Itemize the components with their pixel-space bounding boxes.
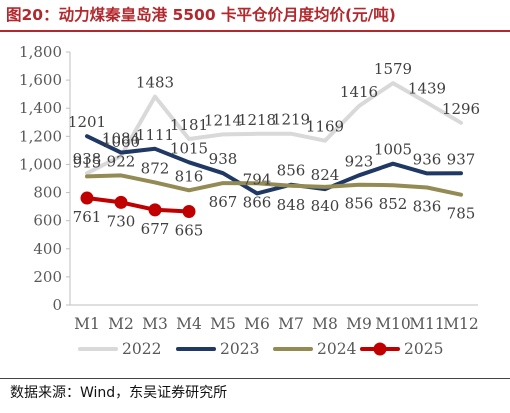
data-label: 836 xyxy=(413,197,442,215)
chart-title: 图20：动力煤秦皇岛港 5500 卡平仓价月度均价(元/吨) xyxy=(6,6,396,24)
data-label: 936 xyxy=(413,150,442,168)
y-tick-label: 1,000 xyxy=(19,155,62,173)
data-label: 1084 xyxy=(102,130,140,148)
legend: 2022 2023 2024 2025 xyxy=(78,340,443,358)
data-label: 1483 xyxy=(136,74,174,92)
data-label: 730 xyxy=(107,212,136,230)
point-2025-M4 xyxy=(182,205,196,219)
data-label: 840 xyxy=(311,197,340,215)
data-label: 922 xyxy=(107,152,136,170)
x-tick-label: M8 xyxy=(312,315,338,333)
data-label: 665 xyxy=(175,222,204,240)
x-tick-label: M5 xyxy=(210,315,236,333)
x-tick-label: M4 xyxy=(176,315,202,333)
x-tick-label: M10 xyxy=(375,315,411,333)
data-label: 937 xyxy=(447,150,476,168)
data-label: 816 xyxy=(175,167,204,185)
x-tick-label: M9 xyxy=(346,315,372,333)
data-label: 824 xyxy=(311,166,340,184)
x-tick-label: M11 xyxy=(409,315,445,333)
data-label: 677 xyxy=(141,220,170,238)
series-line-2022 xyxy=(85,81,463,176)
data-label: 1201 xyxy=(68,113,106,131)
data-label: 848 xyxy=(277,196,306,214)
x-tick-label: M7 xyxy=(278,315,304,333)
y-tick-label: 600 xyxy=(33,212,62,230)
x-tick-label: M1 xyxy=(74,315,100,333)
markers-layer xyxy=(80,191,196,219)
data-label: 1214 xyxy=(204,111,242,129)
x-tick-label: M6 xyxy=(244,315,270,333)
data-label: 1579 xyxy=(374,60,412,78)
point-2025-M1 xyxy=(80,191,94,205)
data-label: 856 xyxy=(277,162,306,180)
source-note: 数据来源：Wind，东吴证券研究所 xyxy=(10,385,228,401)
y-tick-label: 0 xyxy=(52,296,62,314)
data-label: 852 xyxy=(379,195,408,213)
legend-label-2022: 2022 xyxy=(122,340,161,358)
data-labels: 9381060148311811214121812191169141615791… xyxy=(68,60,480,239)
data-label: 794 xyxy=(243,170,272,188)
data-label: 1296 xyxy=(442,100,480,118)
data-label: 915 xyxy=(73,153,102,171)
data-label: 1181 xyxy=(170,116,208,134)
y-tick-label: 400 xyxy=(33,240,62,258)
y-tick-label: 1,800 xyxy=(19,43,62,61)
series-line-2023 xyxy=(85,134,463,196)
data-label: 856 xyxy=(345,195,374,213)
data-label: 872 xyxy=(141,159,170,177)
legend-label-2025: 2025 xyxy=(404,340,443,358)
data-label: 1169 xyxy=(306,118,344,136)
data-label: 923 xyxy=(345,152,374,170)
data-label: 785 xyxy=(447,205,476,223)
data-label: 938 xyxy=(209,150,238,168)
y-tick-label: 1,600 xyxy=(19,71,62,89)
y-tick-label: 800 xyxy=(33,184,62,202)
source-divider xyxy=(0,378,510,379)
data-label: 867 xyxy=(209,193,238,211)
x-tick-label: M12 xyxy=(443,315,479,333)
legend-label-2024: 2024 xyxy=(317,340,357,358)
legend-label-2023: 2023 xyxy=(220,340,259,358)
x-tick-label: M3 xyxy=(142,315,168,333)
data-label: 1005 xyxy=(374,141,412,159)
point-2025-M3 xyxy=(148,203,162,217)
legend-marker-2025 xyxy=(373,342,387,356)
data-label: 1015 xyxy=(170,139,208,157)
series-layer xyxy=(85,81,463,214)
data-label: 761 xyxy=(73,208,102,226)
data-label: 1111 xyxy=(136,126,174,144)
y-tick-label: 1,200 xyxy=(19,127,62,145)
data-label: 1219 xyxy=(272,111,310,129)
data-label: 866 xyxy=(243,193,272,211)
series-line-2025 xyxy=(85,196,191,214)
y-axis: 0 200 400 600 800 1,000 1,200 1,400 1,600 1,800 xyxy=(19,43,71,314)
y-tick-label: 1,400 xyxy=(19,99,62,117)
data-label: 1060 xyxy=(102,133,140,151)
x-tick-label: M2 xyxy=(108,315,134,333)
y-tick-label: 200 xyxy=(33,268,62,286)
data-label: 938 xyxy=(73,150,102,168)
data-label: 1439 xyxy=(408,80,446,98)
line-chart: 0 200 400 600 800 1,000 1,200 1,400 1,600 1,800 M… xyxy=(19,43,480,358)
data-label: 1416 xyxy=(340,83,378,101)
data-label: 1218 xyxy=(238,111,276,129)
point-2025-M2 xyxy=(114,195,128,209)
series-line-2024 xyxy=(85,173,463,197)
title-divider xyxy=(0,30,510,32)
